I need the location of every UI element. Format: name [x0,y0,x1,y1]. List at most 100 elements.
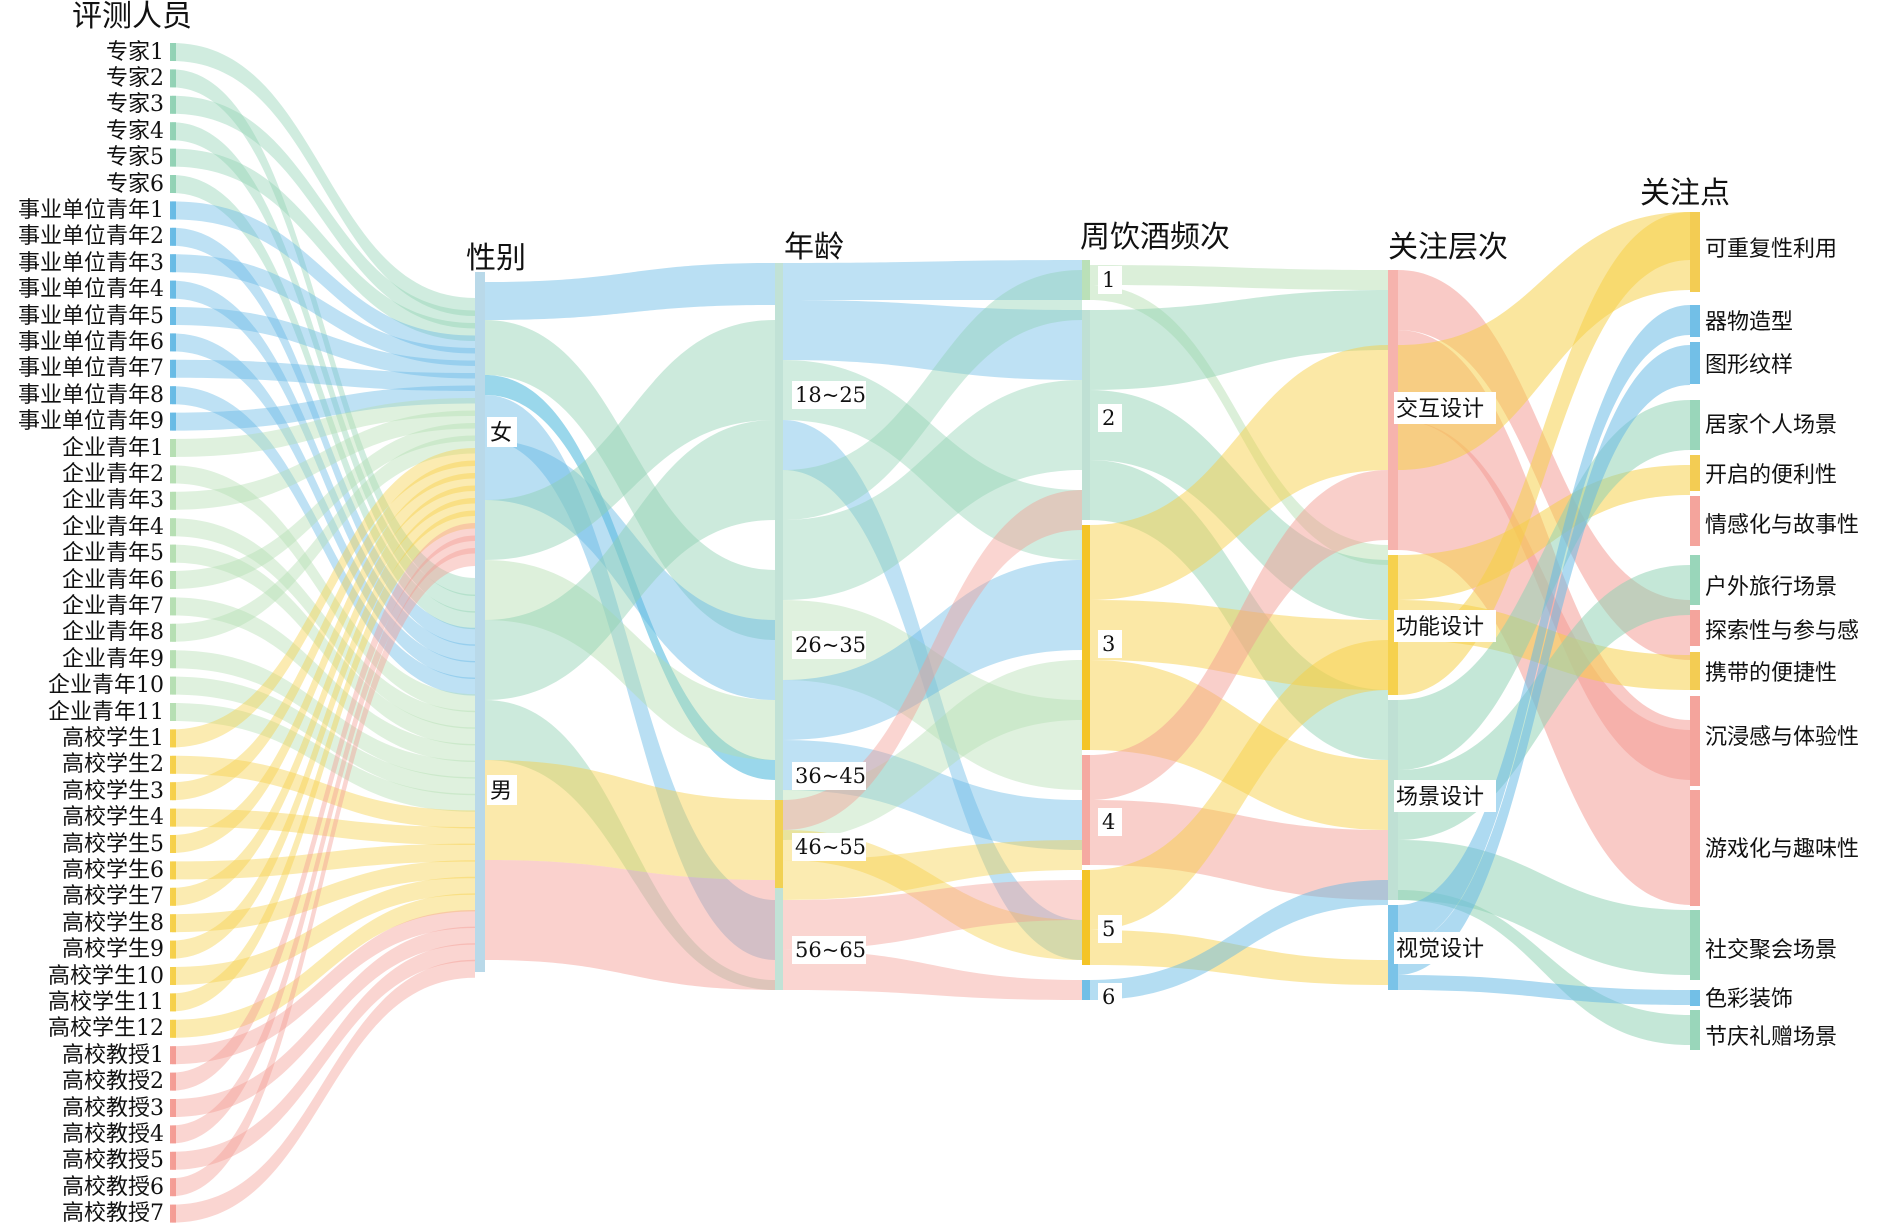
flow-link-person-gender [172,926,475,1117]
flow-link-frequency-level [1090,285,1388,565]
flow-link-person-gender [172,755,475,829]
node-level-scene [1388,700,1398,900]
flow-link-gender-age [485,263,775,320]
flow-link-frequency-level [1090,640,1388,930]
person-label: 专家6 [106,172,164,197]
flow-link-frequency-level [1090,600,1388,690]
node-person [170,676,176,695]
label-bg [487,775,517,805]
flow-link-person-gender [172,498,475,959]
node-person [170,280,176,299]
flow-link-person-gender [172,201,475,354]
flow-links [172,43,1690,1223]
node-focus [1690,305,1700,337]
flow-link-gender-age [485,395,775,960]
person-label: 事业单位青年2 [18,224,164,249]
label-bg [1098,808,1122,836]
flow-link-gender-age [485,420,775,700]
person-label: 高校学生4 [62,805,164,830]
flow-link-age-frequency [783,270,1082,520]
label-bg [792,936,866,964]
node-person [170,808,176,827]
label-bg [1098,404,1122,432]
flow-link-frequency-level [1090,460,1388,760]
flow-link-person-gender [172,122,475,613]
flow-link-age-frequency [783,420,1082,960]
person-label: 高校学生5 [62,832,164,857]
node-person [170,1046,176,1065]
person-label: 高校教授1 [62,1043,164,1068]
flow-link-frequency-level [1090,345,1388,600]
focus-label: 携带的便捷性 [1705,661,1837,686]
node-person [170,491,176,510]
flow-link-person-gender [172,943,475,1170]
node-focus [1690,400,1700,450]
flow-link-person-gender [172,893,475,1038]
node-person [170,571,176,589]
level-label: 功能设计 [1396,615,1484,640]
person-label: 专家1 [106,40,164,65]
flow-link-person-gender [172,175,475,630]
flow-link-person-gender [172,69,475,596]
flow-link-person-gender [172,548,475,1197]
flow-link-person-gender [172,843,475,880]
flow-link-person-gender [172,410,475,510]
flow-link-person-gender [172,254,475,366]
flow-link-age-frequency [783,840,1082,900]
label-bg [1394,780,1496,812]
age-label: 36~45 [795,764,866,788]
flow-link-person-gender [172,227,475,646]
person-label: 事业单位青年1 [18,198,164,223]
person-label: 企业青年9 [62,647,164,672]
flow-link-person-gender [172,398,475,457]
flow-link-gender-age [485,440,775,700]
focus-label: 可重复性利用 [1705,237,1837,262]
flow-link-person-gender [172,544,475,746]
node-person [170,914,176,933]
person-label: 高校教授5 [62,1148,164,1173]
focus-label: 情感化与故事性 [1705,513,1859,538]
node-focus [1690,790,1700,906]
person-label: 高校学生3 [62,779,164,804]
focus-label: 探索性与参与感 [1705,619,1859,644]
node-person [170,967,176,985]
focus-labels: 可重复性利用 器物造型 图形纹样 居家个人场景 开启的便利性 情感化与故事性 户… [1705,237,1859,1050]
person-label: 企业青年4 [62,515,164,540]
flow-link-person-gender [172,465,475,713]
flow-link-person-gender [172,95,475,329]
frequency-label: 6 [1102,985,1115,1009]
person-label: 企业青年11 [48,700,164,725]
flow-link-person-gender [172,473,475,853]
flow-link-person-gender [172,386,475,696]
node-person [170,1072,176,1091]
flow-link-level-focus [1398,565,1690,840]
level-label: 交互设计 [1396,397,1484,422]
node-focus [1690,555,1700,605]
label-bg [1394,392,1496,424]
frequency-label: 1 [1102,268,1115,292]
flow-link-gender-age [485,860,775,990]
focus-label: 节庆礼赠场景 [1705,1025,1837,1050]
flow-link-person-gender [172,485,475,906]
flow-link-age-frequency [783,660,1082,840]
flow-link-person-gender [172,860,475,933]
node-age [775,263,783,990]
person-label: 高校学生2 [62,752,164,777]
column-title-frequency: 周饮酒频次 [1080,220,1230,255]
node-person [170,307,176,325]
person-label: 高校学生8 [62,911,164,936]
node-person [170,201,176,220]
focus-label: 户外旅行场景 [1705,575,1837,600]
label-bg [1098,266,1122,294]
person-label: 企业青年2 [62,462,164,487]
person-label: 事业单位青年8 [18,383,164,408]
flow-link-level-focus [1398,400,1690,770]
node-focus [1690,652,1700,690]
person-label: 高校学生11 [48,990,164,1015]
column-title-focus: 关注点 [1640,176,1730,211]
person-label: 企业青年10 [48,673,164,698]
flow-link-person-gender [172,307,475,379]
flow-link-person-gender [172,448,475,748]
flow-link-age-frequency [783,490,1082,830]
node-person [170,1204,176,1223]
